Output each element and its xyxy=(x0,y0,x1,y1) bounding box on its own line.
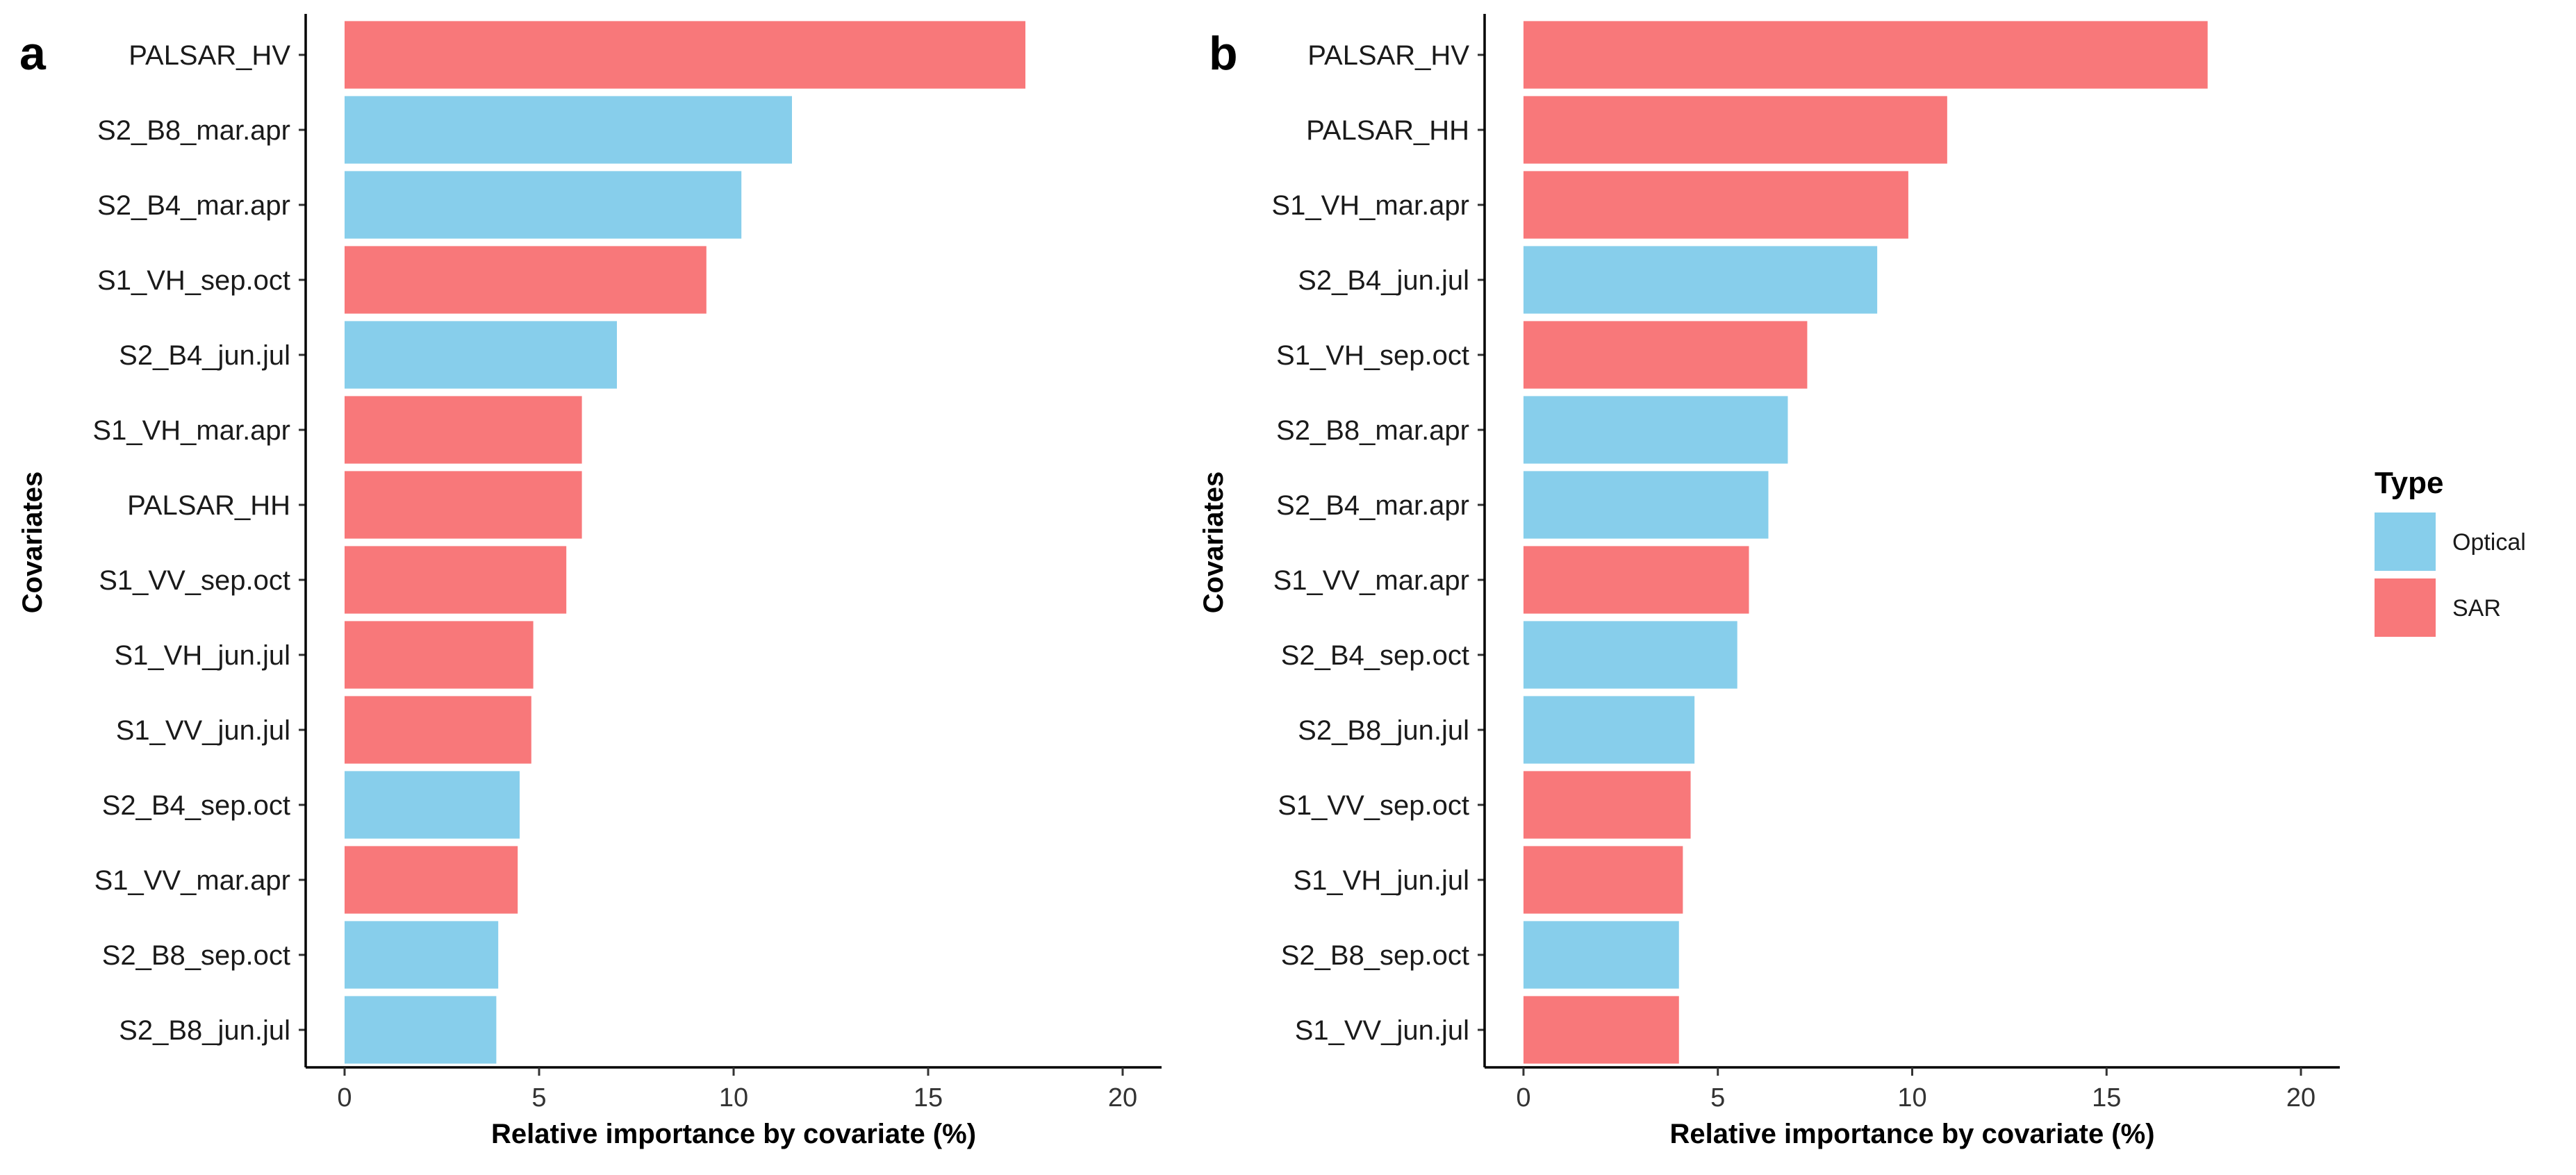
panel-a-chart: a PALSAR_HV S2_B8_mar.apr S2_B4_mar.apr S1_V… xyxy=(17,14,1162,1149)
bar xyxy=(1523,21,2208,89)
bar xyxy=(345,921,499,989)
x-tick-label: 20 xyxy=(1108,1083,1137,1112)
category-label: S2_B4_sep.oct xyxy=(102,790,290,821)
x-tick-label: 0 xyxy=(1516,1083,1530,1112)
bar xyxy=(1523,621,1737,689)
x-tick-label: 0 xyxy=(337,1083,352,1112)
category-label: S1_VV_jun.jul xyxy=(116,715,290,746)
category-label: S2_B8_mar.apr xyxy=(97,115,290,146)
bar xyxy=(1523,471,1769,539)
legend-label: Optical xyxy=(2452,529,2526,556)
category-label: S2_B4_jun.jul xyxy=(119,340,290,371)
x-axis-title: Relative importance by covariate (%) xyxy=(491,1119,976,1149)
category-label: S2_B4_sep.oct xyxy=(1281,640,1469,671)
category-label: S1_VH_sep.oct xyxy=(1276,340,1469,371)
x-tick-label: 5 xyxy=(531,1083,546,1112)
x-axis-title: Relative importance by covariate (%) xyxy=(1669,1119,2154,1149)
category-label: S2_B8_sep.oct xyxy=(102,940,290,971)
x-tick-label: 5 xyxy=(1710,1083,1725,1112)
bar xyxy=(1523,696,1695,764)
x-tick-label: 10 xyxy=(719,1083,748,1112)
category-label: S1_VH_mar.apr xyxy=(92,415,290,446)
bar xyxy=(345,21,1025,89)
legend-label: SAR xyxy=(2452,595,2501,622)
category-label: S2_B8_sep.oct xyxy=(1281,940,1469,971)
category-label: S1_VV_sep.oct xyxy=(1278,790,1469,821)
bar xyxy=(345,96,792,164)
category-label: PALSAR_HH xyxy=(1306,115,1469,146)
bar xyxy=(1523,246,1878,314)
bar xyxy=(345,771,520,839)
bar xyxy=(1523,546,1749,614)
category-label: S1_VH_sep.oct xyxy=(97,265,290,296)
bar xyxy=(1523,396,1788,464)
category-label: S1_VH_mar.apr xyxy=(1271,190,1469,221)
bar xyxy=(345,996,497,1064)
x-tick-label: 15 xyxy=(2092,1083,2121,1112)
category-label: PALSAR_HV xyxy=(1307,40,1469,71)
panel-letter: a xyxy=(19,27,47,80)
legend-title: Type xyxy=(2375,466,2443,500)
category-label: S2_B8_mar.apr xyxy=(1276,415,1469,446)
bar xyxy=(345,546,567,614)
x-tick-label: 20 xyxy=(2286,1083,2315,1112)
category-label: S2_B4_mar.apr xyxy=(97,190,290,221)
category-label: PALSAR_HV xyxy=(129,40,290,71)
category-label: S1_VH_jun.jul xyxy=(115,640,291,671)
category-label: S2_B4_jun.jul xyxy=(1298,265,1469,296)
bar xyxy=(345,696,531,764)
y-axis-title: Covariates xyxy=(17,472,48,614)
bar xyxy=(1523,996,1679,1064)
bar xyxy=(345,321,617,389)
panel-b-chart: b PALSAR_HV PALSAR_HH S1_VH_mar.apr S2_B4_ju… xyxy=(1198,14,2340,1149)
bar xyxy=(1523,846,1683,914)
bar xyxy=(345,846,518,914)
category-label: S1_VV_mar.apr xyxy=(94,865,290,896)
category-label: S2_B4_mar.apr xyxy=(1276,490,1469,521)
bar xyxy=(345,396,582,464)
bar xyxy=(345,171,742,239)
legend-swatch xyxy=(2375,578,2436,637)
bar xyxy=(1523,321,1808,389)
category-label: S2_B8_jun.jul xyxy=(1298,715,1469,746)
legend-swatch xyxy=(2375,512,2436,571)
category-label: PALSAR_HH xyxy=(127,490,290,521)
bar xyxy=(345,471,582,539)
bar xyxy=(345,246,707,314)
category-label: S1_VV_jun.jul xyxy=(1295,1015,1469,1046)
category-label: S1_VV_sep.oct xyxy=(99,565,290,596)
bar xyxy=(1523,771,1691,839)
bar xyxy=(1523,921,1679,989)
x-tick-label: 10 xyxy=(1897,1083,1926,1112)
type-legend: Type Optical SAR xyxy=(2375,466,2526,637)
category-label: S2_B8_jun.jul xyxy=(119,1015,290,1046)
category-label: S1_VV_mar.apr xyxy=(1273,565,1469,596)
bar xyxy=(1523,171,1908,239)
category-label: S1_VH_jun.jul xyxy=(1294,865,1470,896)
panel-letter: b xyxy=(1209,27,1238,80)
bar xyxy=(345,621,534,689)
x-tick-label: 15 xyxy=(914,1083,943,1112)
bar xyxy=(1523,96,1947,164)
y-axis-title: Covariates xyxy=(1198,472,1229,614)
